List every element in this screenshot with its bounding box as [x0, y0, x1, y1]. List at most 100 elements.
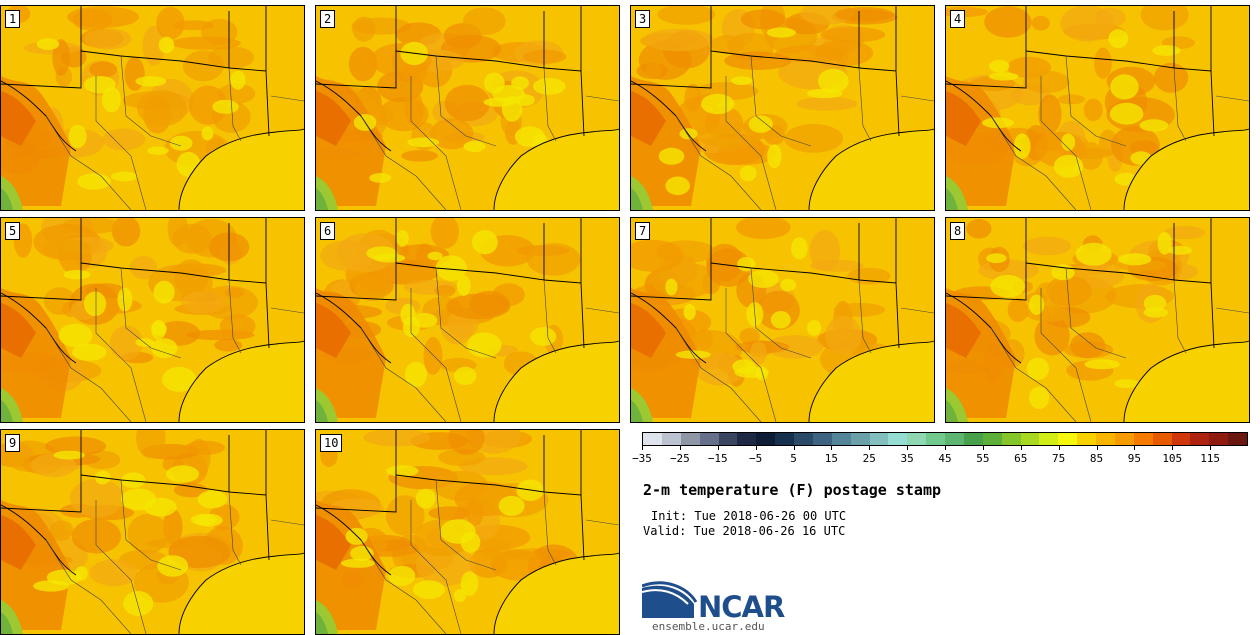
init-time: Init: Tue 2018-06-26 00 UTC: [651, 509, 847, 523]
colorbar-tick-label: 85: [1089, 452, 1104, 465]
colorbar-swatch: [1096, 433, 1115, 445]
colorbar-tick: [642, 446, 643, 450]
figure-title: 2-m temperature (F) postage stamp: [643, 481, 942, 499]
map-panel: 4: [945, 5, 1250, 211]
temperature-colorbar: [642, 432, 1248, 446]
colorbar-swatch: [1077, 433, 1096, 445]
temperature-map: [1, 6, 304, 210]
colorbar-swatch: [1001, 433, 1021, 445]
colorbar-tick-label: 35: [900, 452, 914, 465]
colorbar-swatch: [643, 433, 662, 445]
panel-member-label: 1: [5, 10, 21, 28]
colorbar-tick-label: −35: [632, 452, 652, 465]
panel-member-label: 3: [635, 10, 651, 28]
temperature-map: [316, 6, 619, 210]
colorbar-swatch: [756, 433, 776, 445]
colorbar-swatch: [661, 433, 681, 445]
colorbar-tick-label: 25: [862, 452, 876, 465]
colorbar-tick-label: 55: [976, 452, 990, 465]
panel-member-label: 10: [320, 434, 343, 452]
colorbar-tick-label: 105: [1162, 452, 1183, 465]
colorbar-tick-label: 65: [1014, 452, 1028, 465]
ensemble-url: ensemble.ucar.edu: [652, 620, 765, 633]
temperature-map: [316, 218, 619, 422]
colorbar-tick: [1020, 446, 1022, 450]
colorbar-tick: [679, 446, 681, 450]
temperature-map: [316, 430, 619, 634]
colorbar-tick: [1096, 446, 1098, 450]
panel-member-label: 8: [950, 222, 966, 240]
colorbar-swatch: [850, 433, 870, 445]
colorbar-swatch: [869, 433, 889, 445]
map-panel: 1: [0, 5, 305, 211]
colorbar-swatch: [1020, 433, 1040, 445]
colorbar-swatch: [926, 433, 945, 445]
colorbar-swatch: [963, 433, 983, 445]
temperature-map: [946, 218, 1249, 422]
panel-member-label: 4: [950, 10, 966, 28]
map-panel: 5: [0, 217, 305, 423]
map-panel: 10: [315, 429, 620, 635]
colorbar-swatch: [1190, 433, 1210, 445]
colorbar-tick-label: 95: [1127, 452, 1141, 465]
colorbar-swatch: [982, 433, 1002, 445]
map-panel: 6: [315, 217, 620, 423]
colorbar-tick: [945, 446, 946, 450]
colorbar-swatch: [1152, 433, 1172, 445]
colorbar-swatch: [1114, 433, 1134, 445]
temperature-map: [1, 430, 304, 634]
colorbar-swatch: [1209, 433, 1229, 445]
temperature-map: [946, 6, 1249, 210]
colorbar-swatch: [737, 433, 757, 445]
colorbar-tick-label: 115: [1200, 452, 1221, 465]
map-panel: 8: [945, 217, 1250, 423]
colorbar-swatch: [1039, 433, 1059, 445]
panel-member-label: 7: [635, 222, 651, 240]
valid-time: Valid: Tue 2018-06-26 16 UTC: [643, 524, 846, 538]
colorbar-tick: [1172, 446, 1174, 450]
colorbar-swatch: [699, 433, 719, 445]
colorbar-tick: [793, 446, 795, 450]
panel-member-label: 9: [5, 434, 21, 452]
colorbar-swatch: [1133, 433, 1153, 445]
colorbar-tick-label: 45: [938, 452, 952, 465]
colorbar-swatch: [775, 433, 794, 445]
colorbar-swatch: [794, 433, 813, 445]
colorbar-tick-label: −15: [707, 452, 728, 465]
colorbar-tick: [982, 446, 984, 450]
map-panel: 2: [315, 5, 620, 211]
map-panel: 9: [0, 429, 305, 635]
colorbar-swatch: [1228, 433, 1247, 445]
colorbar-tick: [869, 446, 871, 450]
colorbar-tick: [1134, 446, 1136, 450]
colorbar-swatch: [680, 433, 700, 445]
colorbar-tick: [717, 446, 719, 450]
colorbar-tick-label: −25: [669, 452, 690, 465]
colorbar-tick-labels: −35 −25 −15 −5 5 15 25 35 45 55 65 75 85 95 105 115: [632, 446, 1248, 468]
temperature-map: [631, 218, 934, 422]
ncar-logo-icon: [642, 581, 698, 618]
map-panel: 3: [630, 5, 935, 211]
colorbar-swatch: [812, 433, 832, 445]
panel-member-label: 5: [5, 222, 21, 240]
map-panel: 7: [630, 217, 935, 423]
ncar-logo-text: NCAR: [698, 590, 785, 624]
colorbar-tick: [1210, 446, 1212, 450]
colorbar-tick: [907, 446, 909, 450]
colorbar-swatch: [888, 433, 908, 445]
colorbar-tick: [831, 446, 833, 450]
temperature-map: [631, 6, 934, 210]
colorbar-tick-label: −5: [749, 452, 763, 465]
colorbar-swatch: [945, 433, 964, 445]
panel-member-label: 6: [320, 222, 336, 240]
colorbar-swatch: [1058, 433, 1078, 445]
colorbar-swatch: [718, 433, 738, 445]
colorbar-swatch: [831, 433, 851, 445]
colorbar-tick: [755, 446, 757, 450]
colorbar-tick-label: 5: [790, 452, 797, 465]
panel-member-label: 2: [320, 10, 336, 28]
colorbar-tick: [1058, 446, 1060, 450]
colorbar-swatch: [1171, 433, 1191, 445]
colorbar-tick-label: 15: [824, 452, 838, 465]
colorbar-tick-label: 75: [1052, 452, 1066, 465]
